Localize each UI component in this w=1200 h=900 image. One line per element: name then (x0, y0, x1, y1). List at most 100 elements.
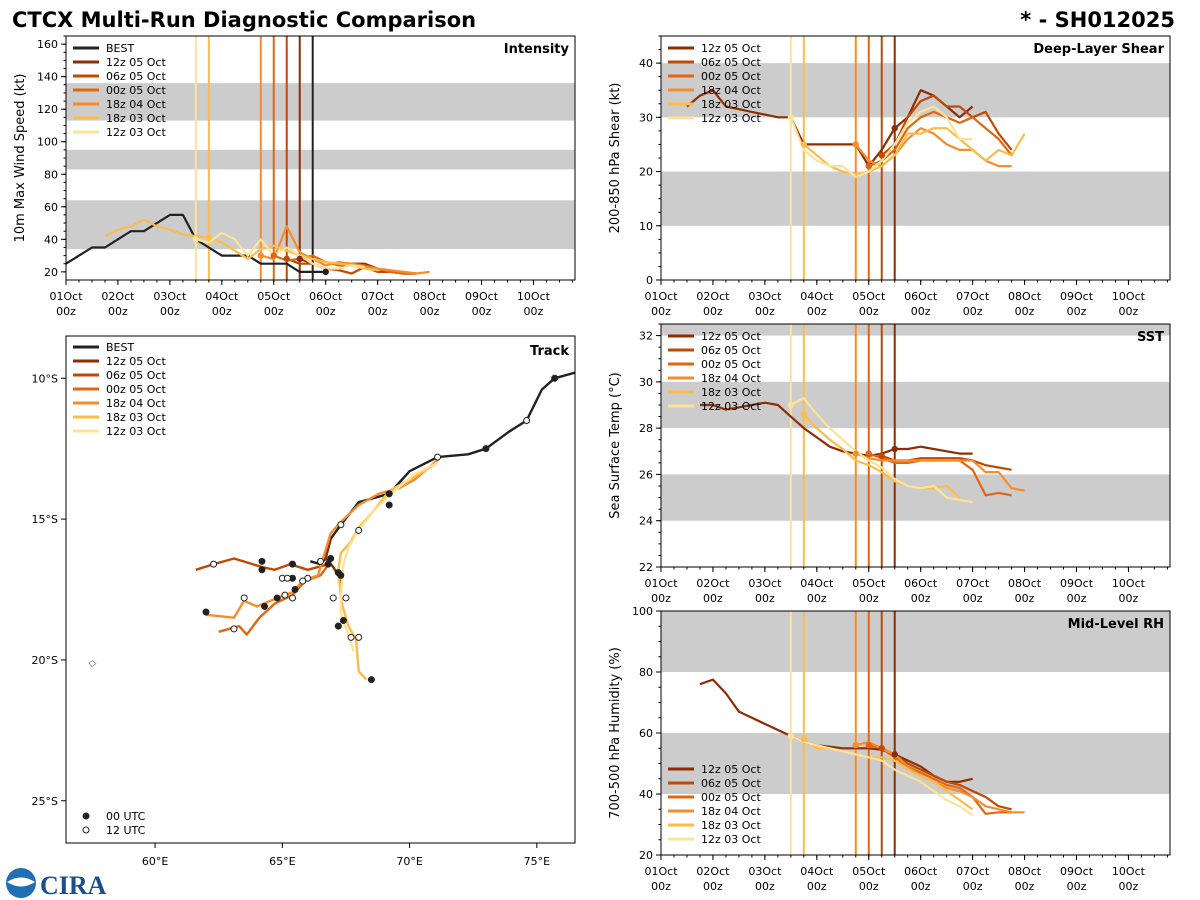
x-tick-label: 09Oct (465, 290, 499, 303)
x-tick-label: 01Oct (644, 577, 678, 590)
panel-title: SST (1137, 330, 1164, 345)
x-tick-label: 00z (1015, 592, 1035, 605)
x-tick-label: 00z (651, 880, 671, 893)
y-tick-label: 20 (639, 849, 653, 862)
x-tick-label: 00z (264, 305, 284, 318)
x-tick-label: 00z (524, 305, 544, 318)
x-tick-label: 60°E (142, 855, 168, 868)
x-tick-label: 07Oct (956, 577, 990, 590)
init-marker (257, 252, 264, 259)
position-marker-00utc (385, 501, 393, 509)
x-tick-label: 02Oct (696, 577, 730, 590)
x-tick-label: 70°E (396, 855, 422, 868)
position-marker-12utc (337, 521, 345, 529)
init-marker (865, 450, 872, 457)
x-tick-label: 00z (1119, 592, 1139, 605)
x-tick-label: 03Oct (748, 290, 782, 303)
legend-label: 18z 03 Oct (701, 98, 761, 111)
x-tick-label: 02Oct (696, 290, 730, 303)
x-tick-label: 08Oct (1008, 865, 1042, 878)
x-tick-label: 09Oct (1060, 290, 1094, 303)
series-group (700, 397, 1025, 504)
legend-label: 06z 05 Oct (106, 70, 166, 83)
legend-label: 12z 03 Oct (106, 425, 166, 438)
x-tick-label: 00z (703, 305, 723, 318)
y-tick-label: 40 (639, 788, 653, 801)
shaded-band (66, 200, 575, 250)
position-marker-12utc (289, 594, 297, 602)
x-tick-label: 10Oct (517, 290, 551, 303)
x-tick-label: 00z (755, 305, 775, 318)
x-tick-label: 06Oct (904, 865, 938, 878)
y-tick-label: 20°S (32, 654, 58, 667)
x-tick-label: 09Oct (1060, 865, 1094, 878)
position-marker-12utc (355, 633, 363, 641)
legend-label: 00z 05 Oct (106, 383, 166, 396)
x-tick-label: 07Oct (956, 290, 990, 303)
x-tick-label: 00z (420, 305, 440, 318)
legend-label: 12z 05 Oct (701, 763, 761, 776)
init-marker (891, 445, 898, 453)
init-marker (891, 751, 898, 758)
track-line (195, 557, 329, 571)
x-tick-label: 06Oct (309, 290, 343, 303)
x-tick-label: 08Oct (1008, 290, 1042, 303)
series-line (802, 413, 961, 499)
init-marker (852, 450, 859, 457)
init-marker (296, 255, 303, 263)
position-marker-12utc (299, 577, 307, 585)
series-group (66, 213, 430, 276)
marker-legend-label: 00 UTC (106, 810, 146, 823)
y-tick-label: 25°S (32, 795, 58, 808)
rh-panel: 20 40 60 80 100 01Oct 00z 02Oct 00z 03Oct 00z 04Oct… (608, 605, 1171, 893)
legend-label: 18z 03 Oct (106, 112, 166, 125)
x-tick-label: 65°E (269, 855, 295, 868)
legend-label: 18z 04 Oct (701, 84, 761, 97)
x-tick-label: 00z (1015, 880, 1035, 893)
shaded-band (66, 83, 575, 121)
shaded-band (661, 171, 1170, 226)
x-tick-label: 00z (368, 305, 388, 318)
x-tick-label: 02Oct (101, 290, 135, 303)
y-tick-label: 30 (639, 376, 653, 389)
panel-title: Deep-Layer Shear (1033, 42, 1164, 57)
series-line (868, 110, 1013, 168)
init-marker (283, 255, 290, 263)
x-tick-label: 00z (859, 880, 879, 893)
legend-label: 12z 03 Oct (106, 126, 166, 139)
y-tick-label: 100 (37, 136, 58, 149)
position-marker-00utc (327, 555, 335, 563)
series-line (881, 747, 1012, 811)
position-marker-12utc (230, 625, 238, 633)
x-tick-label: 00z (651, 305, 671, 318)
legend-label: 12z 05 Oct (701, 42, 761, 55)
x-tick-label: 00z (212, 305, 232, 318)
legend-label: 18z 04 Oct (106, 98, 166, 111)
legend-label: 18z 03 Oct (106, 411, 166, 424)
logo-text: CIRA (40, 871, 107, 900)
init-marker (192, 236, 200, 243)
best-current-marker (322, 268, 329, 276)
init-marker (205, 234, 213, 241)
legend-label: 06z 05 Oct (701, 777, 761, 790)
legend-label: 06z 05 Oct (701, 56, 761, 69)
y-tick-label: 0 (646, 274, 653, 287)
x-tick-label: 02Oct (696, 865, 730, 878)
series-line (66, 213, 326, 273)
position-marker-00utc (291, 586, 299, 593)
position-marker-12utc (347, 633, 355, 641)
x-tick-label: 01Oct (49, 290, 83, 303)
x-tick-label: 00z (1067, 880, 1087, 893)
x-tick-label: 00z (859, 592, 879, 605)
y-tick-label: 40 (639, 57, 653, 70)
x-tick-label: 00z (807, 592, 827, 605)
position-marker-00utc (324, 560, 332, 568)
init-marker (787, 114, 795, 121)
legend-label: 12z 03 Oct (701, 833, 761, 846)
shaded-band (66, 149, 575, 170)
island-outline (88, 660, 97, 668)
position-marker-00utc (202, 608, 210, 616)
legend-label: 00z 05 Oct (701, 358, 761, 371)
y-tick-label: 26 (639, 468, 653, 481)
x-tick-label: 00z (755, 880, 775, 893)
